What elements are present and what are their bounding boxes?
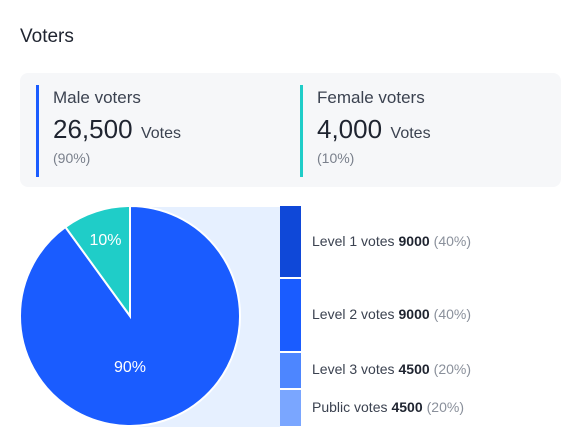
legend-label-level-3: Level 3 votes [312, 361, 395, 378]
page-title: Voters [20, 26, 74, 47]
male-voters-label: Male voters [53, 88, 141, 107]
female-voters-percent: (10%) [317, 150, 355, 166]
legend-percent-level-2: (40%) [433, 305, 472, 322]
legend-label-level-1: Level 1 votes [312, 232, 395, 249]
legend-value-public: 4500 [391, 399, 423, 416]
female-voters-value: 4,000 [317, 114, 383, 144]
legend-swatch-level-3[interactable] [280, 352, 301, 389]
legend-label-level-2: Level 2 votes [312, 305, 395, 322]
male-voters-stat: Male voters 26,500 Votes (90%) [36, 85, 181, 177]
male-voters-unit: Votes [140, 125, 182, 142]
female-voters-label: Female voters [317, 88, 425, 107]
legend-value-level-3: 4500 [398, 361, 430, 378]
legend-percent-public: (20%) [426, 399, 464, 416]
voters-pie-chart: 90% 10% [19, 204, 280, 427]
male-voters-percent: (90%) [53, 150, 91, 166]
legend-swatch-public[interactable] [280, 390, 301, 426]
legend-label-public: Public votes [312, 399, 388, 416]
female-voters-unit: Votes [390, 125, 431, 142]
legend-swatch-level-2[interactable] [280, 279, 301, 351]
legend-swatch-level-1[interactable] [280, 206, 301, 278]
pie-label-female: 10% [90, 232, 122, 249]
pie-slice-female[interactable] [63, 204, 131, 320]
legend-value-level-1: 9000 [398, 232, 430, 249]
legend-percent-level-3: (20%) [433, 361, 472, 378]
pie-label-male: 90% [114, 359, 146, 376]
legend-percent-level-1: (40%) [433, 232, 472, 249]
voter-summary-card: Male voters 26,500 Votes (90%) Female vo… [20, 73, 561, 187]
legend-value-level-2: 9000 [398, 305, 430, 322]
male-voters-value: 26,500 [53, 114, 133, 144]
female-voters-stat: Female voters 4,000 Votes (10%) [300, 85, 431, 177]
